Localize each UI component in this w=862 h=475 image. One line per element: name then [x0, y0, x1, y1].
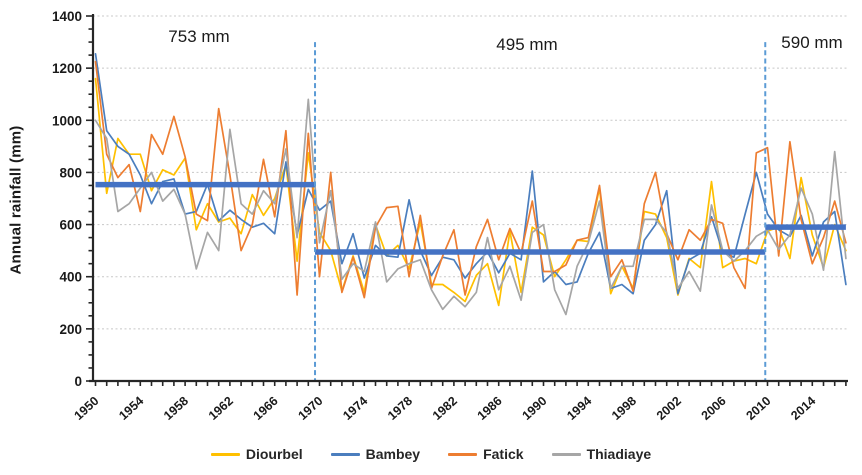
x-tick-label-1982: 1982: [430, 394, 460, 423]
diourbel-line-swatch: [210, 452, 240, 456]
x-tick-label-1978: 1978: [385, 394, 415, 423]
x-tick-label-1974: 1974: [340, 394, 370, 423]
series-line-bambey: [94, 52, 847, 295]
legend: Diourbel Bambey Fatick Thiadiaye: [0, 441, 862, 467]
x-tick-label-1998: 1998: [609, 394, 639, 423]
legend-label-bambey: Bambey: [365, 446, 421, 462]
x-tick-label-2006: 2006: [699, 394, 729, 423]
legend-item-fatick: Fatick: [448, 446, 524, 462]
x-tick-label-1962: 1962: [206, 394, 236, 423]
thiadiaye-line-swatch: [551, 452, 581, 456]
x-tick-label-1950: 1950: [71, 394, 101, 423]
bambey-line-swatch: [330, 452, 360, 456]
fatick-line-swatch: [448, 452, 478, 456]
x-tick-label-1986: 1986: [475, 394, 505, 423]
x-tick-label-1958: 1958: [161, 394, 191, 423]
y-tick-label-1200: 1200: [52, 61, 82, 76]
mean-annotation-590: 590 mm: [781, 33, 843, 52]
mean-annotation-495: 495 mm: [496, 35, 558, 54]
series-line-fatick: [94, 60, 847, 299]
y-tick-label-600: 600: [59, 218, 82, 233]
legend-item-bambey: Bambey: [330, 446, 421, 462]
mean-annotation-753: 753 mm: [168, 27, 230, 46]
x-tick-label-2010: 2010: [743, 394, 773, 423]
y-tick-label-800: 800: [59, 165, 82, 180]
legend-label-fatick: Fatick: [483, 446, 524, 462]
x-tick-label-2014: 2014: [788, 394, 818, 423]
legend-item-diourbel: Diourbel: [210, 446, 303, 462]
series-line-thiadiaye: [94, 98, 847, 316]
y-tick-label-1400: 1400: [52, 9, 82, 24]
x-tick-label-2002: 2002: [654, 394, 684, 423]
y-tick-label-1000: 1000: [52, 113, 82, 128]
y-tick-label-200: 200: [59, 322, 82, 337]
x-tick-label-1970: 1970: [295, 394, 325, 423]
legend-label-thiadiaye: Thiadiaye: [586, 446, 652, 462]
x-tick-label-1954: 1954: [116, 394, 146, 423]
legend-label-diourbel: Diourbel: [245, 446, 303, 462]
x-tick-label-1990: 1990: [519, 394, 549, 423]
x-tick-label-1994: 1994: [564, 394, 594, 423]
y-tick-label-400: 400: [59, 270, 82, 285]
legend-item-thiadiaye: Thiadiaye: [551, 446, 652, 462]
x-tick-label-1966: 1966: [251, 394, 281, 423]
y-tick-label-0: 0: [74, 374, 82, 389]
